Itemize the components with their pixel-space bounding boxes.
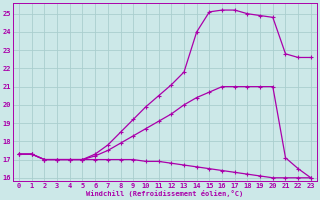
X-axis label: Windchill (Refroidissement éolien,°C): Windchill (Refroidissement éolien,°C) <box>86 190 244 197</box>
